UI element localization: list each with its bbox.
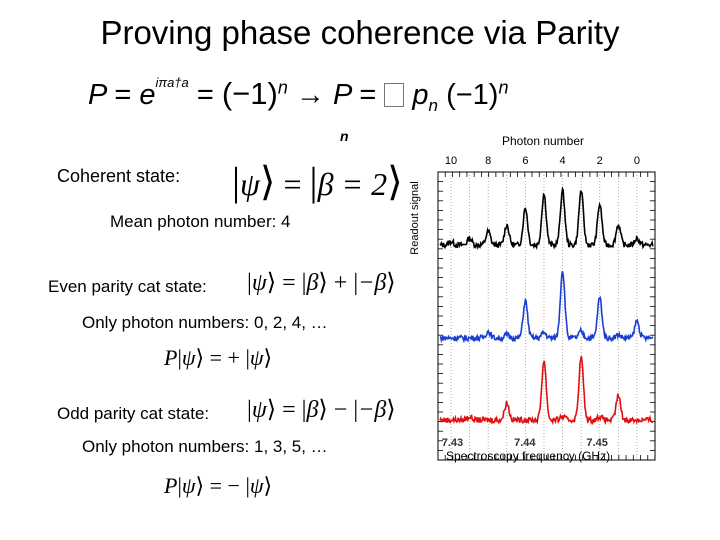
psi-symbol: ψ xyxy=(181,345,196,370)
psi-symbol-2: ψ xyxy=(249,473,264,498)
psi-symbol: ψ xyxy=(181,473,196,498)
odd-only-photon-numbers: Only photon numbers: 1, 3, 5, … xyxy=(82,437,328,456)
ket-close-2: ⟩ xyxy=(318,270,328,296)
peak-gridlines xyxy=(450,172,638,460)
top-tick-label: 0 xyxy=(634,155,640,167)
probability-subscript: n xyxy=(428,95,438,115)
ket-open: | xyxy=(177,473,182,498)
ket-close-2: ⟩ xyxy=(263,473,273,498)
odd-parity-eigen-equation: P|ψ⟩ = − |ψ⟩ xyxy=(164,473,272,499)
ket-open-2: | xyxy=(309,159,318,204)
minus-beta-symbol: −β xyxy=(358,397,387,423)
coherent-state-equation: |ψ⟩ = |β = 2⟩ xyxy=(232,158,403,205)
even-cat-equation: |ψ⟩ = |β⟩ + |−β⟩ xyxy=(247,268,396,297)
ket-close-2: ⟩ xyxy=(318,397,328,423)
probability-p: p xyxy=(412,79,429,111)
x-tick-labels: 7.43 7.44 7.45 xyxy=(442,437,608,449)
spectrum-trace xyxy=(439,271,654,344)
beta-symbol: β xyxy=(306,270,319,296)
ket-close-3: ⟩ xyxy=(386,397,396,423)
minus-sign: − xyxy=(333,397,348,423)
psi-symbol-2: ψ xyxy=(249,345,264,370)
psi-symbol: ψ xyxy=(251,397,267,423)
parity-symbol-2: P xyxy=(332,79,352,111)
spectrum-traces xyxy=(439,186,654,426)
y-axis-label: Readout signal xyxy=(409,181,421,254)
x-tick-label: 7.45 xyxy=(586,437,607,449)
equals-sign: = xyxy=(282,397,296,423)
slide-title: Proving phase coherence via Parity xyxy=(100,14,620,51)
odd-cat-equation: |ψ⟩ = |β⟩ − |−β⟩ xyxy=(247,395,396,424)
exponent-n-2: n xyxy=(498,77,509,98)
top-tick-label: 8 xyxy=(485,155,491,167)
ket-open-2: | xyxy=(245,345,250,370)
ket-close-2: ⟩ xyxy=(263,345,273,370)
plus-sign: + xyxy=(333,270,348,296)
spectrum-trace xyxy=(439,186,654,251)
beta-value: β = 2 xyxy=(317,166,388,202)
exponent: iπa†a xyxy=(155,75,189,91)
ket-open: | xyxy=(177,345,182,370)
top-tick-label: 6 xyxy=(522,155,528,167)
exponent-n: n xyxy=(277,77,288,98)
x-axis-label-visible: Spectroscopy frequency (GHz) xyxy=(446,449,611,463)
ket-open: | xyxy=(232,159,241,204)
ket-open: | xyxy=(247,270,252,296)
coherent-state-label: Coherent state: xyxy=(57,166,181,186)
equals-sign-2: = xyxy=(196,79,214,111)
minus-one-term: (−1) xyxy=(221,76,278,111)
even-parity-cat-label: Even parity cat state: xyxy=(48,277,207,296)
ket-close-3: ⟩ xyxy=(386,270,396,296)
parity-symbol: P xyxy=(88,79,107,111)
ket-close: ⟩ xyxy=(266,397,277,423)
psi-symbol: ψ xyxy=(240,166,260,202)
top-tick-label: 10 xyxy=(445,155,457,167)
even-only-photon-numbers: Only photon numbers: 0, 2, 4, … xyxy=(82,313,328,332)
psi-symbol: ψ xyxy=(251,270,267,296)
equals-sign: = xyxy=(283,166,302,202)
ket-open-2: | xyxy=(301,270,307,296)
ket-close: ⟩ xyxy=(195,345,205,370)
top-tick-label: 4 xyxy=(559,155,565,167)
top-tick-label: 2 xyxy=(597,155,603,167)
equals-minus: = − xyxy=(209,473,240,498)
mean-photon-number-label: Mean photon number: 4 xyxy=(110,212,291,231)
sum-index: n xyxy=(340,128,349,144)
even-parity-eigen-equation: P|ψ⟩ = + |ψ⟩ xyxy=(164,345,272,371)
parity-hat-symbol: P xyxy=(164,345,178,370)
odd-parity-cat-label: Odd parity cat state: xyxy=(57,404,210,423)
ket-close: ⟩ xyxy=(266,270,277,296)
x-tick-label: 7.43 xyxy=(442,437,463,449)
spectrum-trace xyxy=(439,356,654,426)
equals-sign: = xyxy=(114,79,132,111)
top-axis-label: Photon number xyxy=(502,134,584,148)
minus-beta-symbol: −β xyxy=(358,270,387,296)
ket-open-3: | xyxy=(353,270,359,296)
spectroscopy-chart: Photon number 10 8 6 4 2 0 Readout signal 7.4… xyxy=(409,134,656,461)
ket-open-3: | xyxy=(353,397,359,423)
ket-open-2: | xyxy=(301,397,307,423)
ket-open-2: | xyxy=(245,473,250,498)
parity-hat-symbol: P xyxy=(164,473,178,498)
ket-close-2: ⟩ xyxy=(387,159,403,204)
ket-close: ⟩ xyxy=(259,159,276,204)
beta-symbol: β xyxy=(306,397,319,423)
equals-plus: = + xyxy=(209,345,240,370)
top-tick-labels: 10 8 6 4 2 0 xyxy=(445,155,640,167)
equals-sign-3: = xyxy=(359,79,377,111)
equals-sign: = xyxy=(282,270,296,296)
minus-one-term-2: (−1) xyxy=(446,79,499,111)
x-tick-label: 7.44 xyxy=(514,437,536,449)
frame-ticks xyxy=(437,171,656,461)
sum-placeholder-box xyxy=(384,83,405,107)
exponential-e: e xyxy=(139,79,156,111)
ket-close: ⟩ xyxy=(195,473,205,498)
right-arrow: → xyxy=(295,79,325,111)
parity-operator-equation: P = eiπa†a = (−1)n → P = pn (−1)n xyxy=(88,75,509,116)
ket-open: | xyxy=(247,397,252,423)
